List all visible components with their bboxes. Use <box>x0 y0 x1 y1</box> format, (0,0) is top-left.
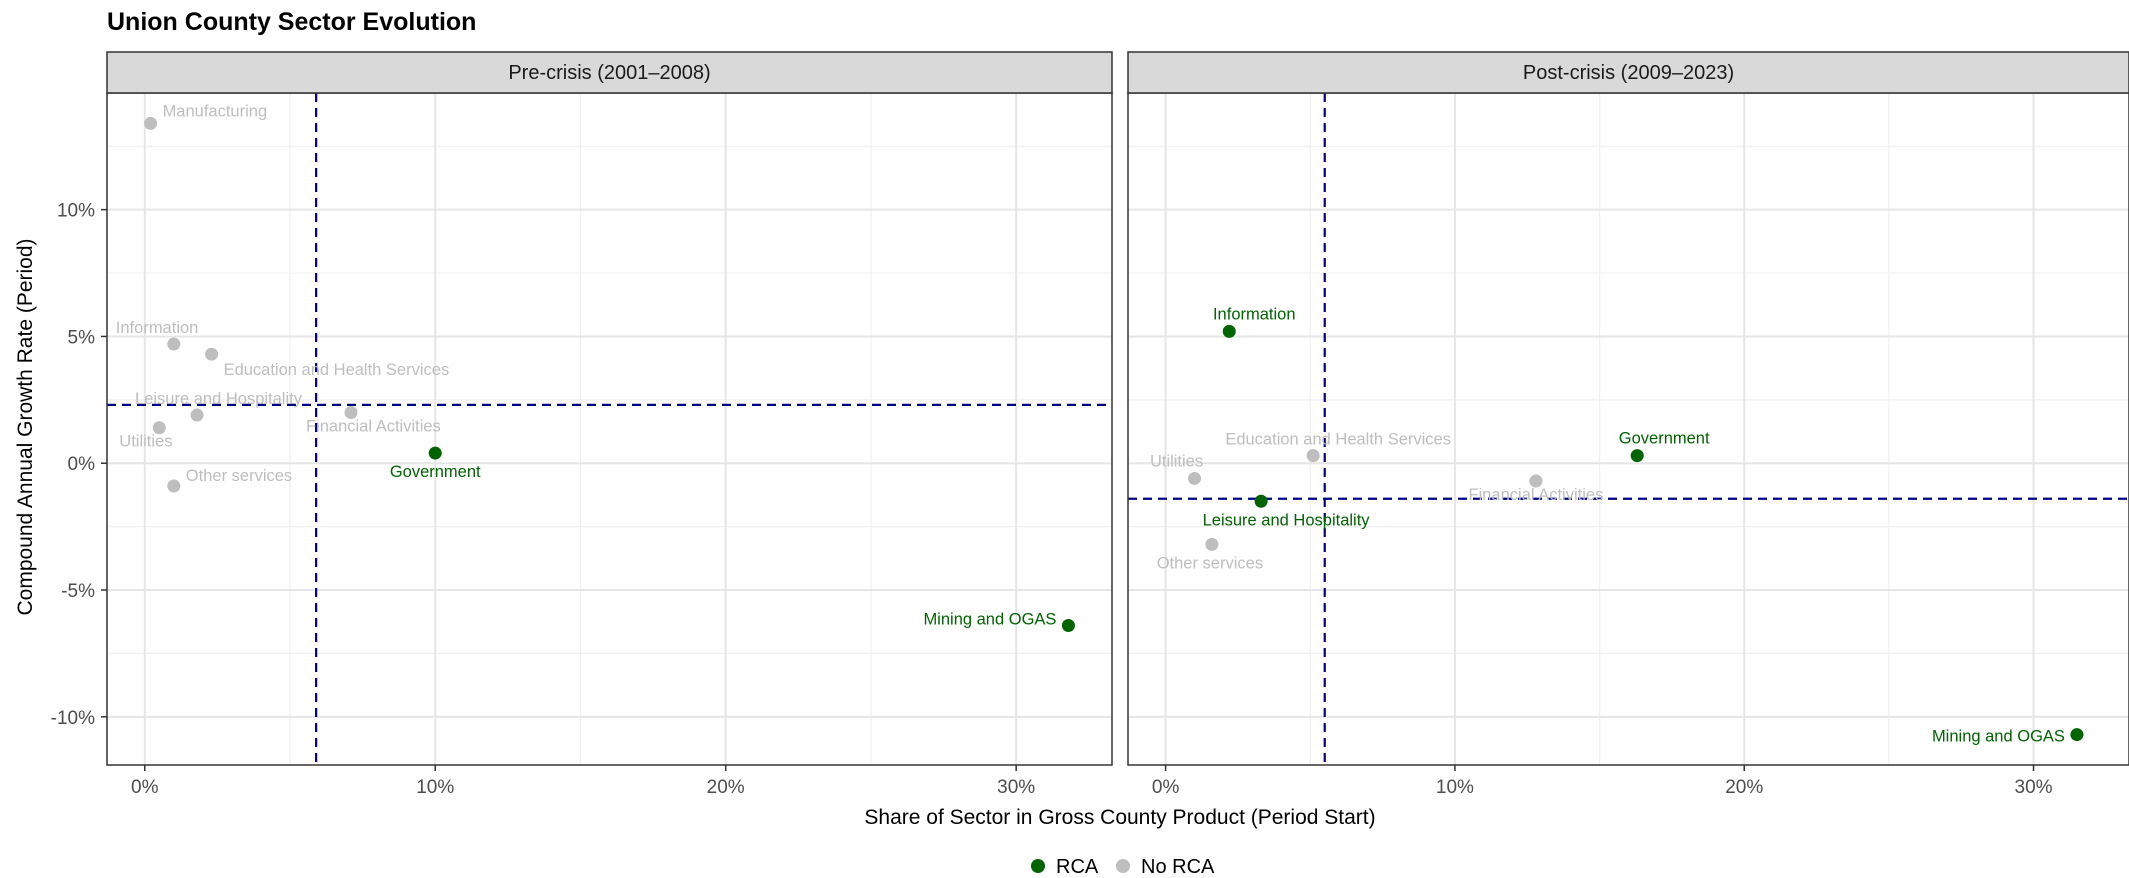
point-label: Utilities <box>119 433 172 451</box>
data-point <box>428 446 442 460</box>
chart-title: Union County Sector Evolution <box>107 8 476 36</box>
facet-panel: Information Education and Health Services… <box>1127 51 2129 798</box>
point-label: Information <box>116 319 199 337</box>
x-tick-label: 0% <box>131 777 159 798</box>
point-label: Financial Activities <box>306 418 441 436</box>
data-point <box>1529 474 1543 488</box>
data-point <box>1188 471 1202 485</box>
data-point <box>167 479 181 493</box>
facet-strip <box>106 51 1113 94</box>
data-point <box>344 406 358 420</box>
legend-key <box>1116 859 1130 873</box>
facet-strip <box>1127 51 2129 94</box>
point-label: Government <box>1619 430 1710 448</box>
point-label: Other services <box>1157 554 1263 572</box>
x-tick-label: 30% <box>2015 777 2053 798</box>
point-label: Mining and OGAS <box>923 611 1056 629</box>
legend-label: RCA <box>1056 856 1099 878</box>
data-point <box>205 347 219 361</box>
x-tick-label: 30% <box>997 777 1035 798</box>
x-tick-label: 10% <box>416 777 454 798</box>
data-point <box>1306 449 1320 463</box>
point-label: Manufacturing <box>163 102 268 120</box>
data-point <box>1222 324 1236 338</box>
data-point <box>1061 619 1075 633</box>
point-label: Leisure and Hospitality <box>1203 511 1371 529</box>
x-tick-label: 0% <box>1152 777 1180 798</box>
point-label: Education and Health Services <box>224 361 450 379</box>
x-axis-title: Share of Sector in Gross County Product … <box>864 806 1375 829</box>
y-axis-title: Compound Annual Growth Rate (Period) <box>14 238 37 615</box>
data-point <box>152 421 166 435</box>
point-label: Information <box>1213 305 1296 323</box>
y-tick-label: -5% <box>61 581 95 602</box>
data-point <box>2070 728 2084 742</box>
legend: RCA No RCA <box>1031 856 1215 878</box>
legend-label: No RCA <box>1141 856 1215 878</box>
point-label: Mining and OGAS <box>1932 728 2065 746</box>
x-tick-label: 10% <box>1436 777 1474 798</box>
facet-panel: Manufacturing Information Education and He… <box>106 51 1113 798</box>
data-point <box>1254 494 1268 508</box>
facet-panels: Manufacturing Information Education and He… <box>106 51 2129 798</box>
data-point <box>167 337 181 351</box>
point-label: Other services <box>186 467 292 485</box>
y-tick-label: -10% <box>51 708 95 729</box>
plot-background <box>107 93 1112 765</box>
point-label: Utilities <box>1150 452 1203 470</box>
point-label: Financial Activities <box>1469 486 1604 504</box>
point-label: Government <box>390 463 481 481</box>
y-tick-label: 0% <box>68 454 96 475</box>
point-label: Education and Health Services <box>1225 431 1451 449</box>
x-tick-label: 20% <box>1725 777 1763 798</box>
y-tick-label: 10% <box>57 201 95 222</box>
facet-strip-label: Post-crisis (2009–2023) <box>1523 62 1734 84</box>
data-point <box>1205 537 1219 551</box>
x-tick-label: 20% <box>707 777 745 798</box>
data-point <box>144 116 158 130</box>
legend-key <box>1031 859 1045 873</box>
y-tick-label: 5% <box>68 327 96 348</box>
facet-strip-label: Pre-crisis (2001–2008) <box>508 62 710 84</box>
y-axis-ticks: 10% 5% 0% -5% -10% <box>51 201 107 729</box>
data-point <box>190 408 204 422</box>
point-label: Leisure and Hospitality <box>135 390 303 408</box>
data-point <box>1630 449 1644 463</box>
